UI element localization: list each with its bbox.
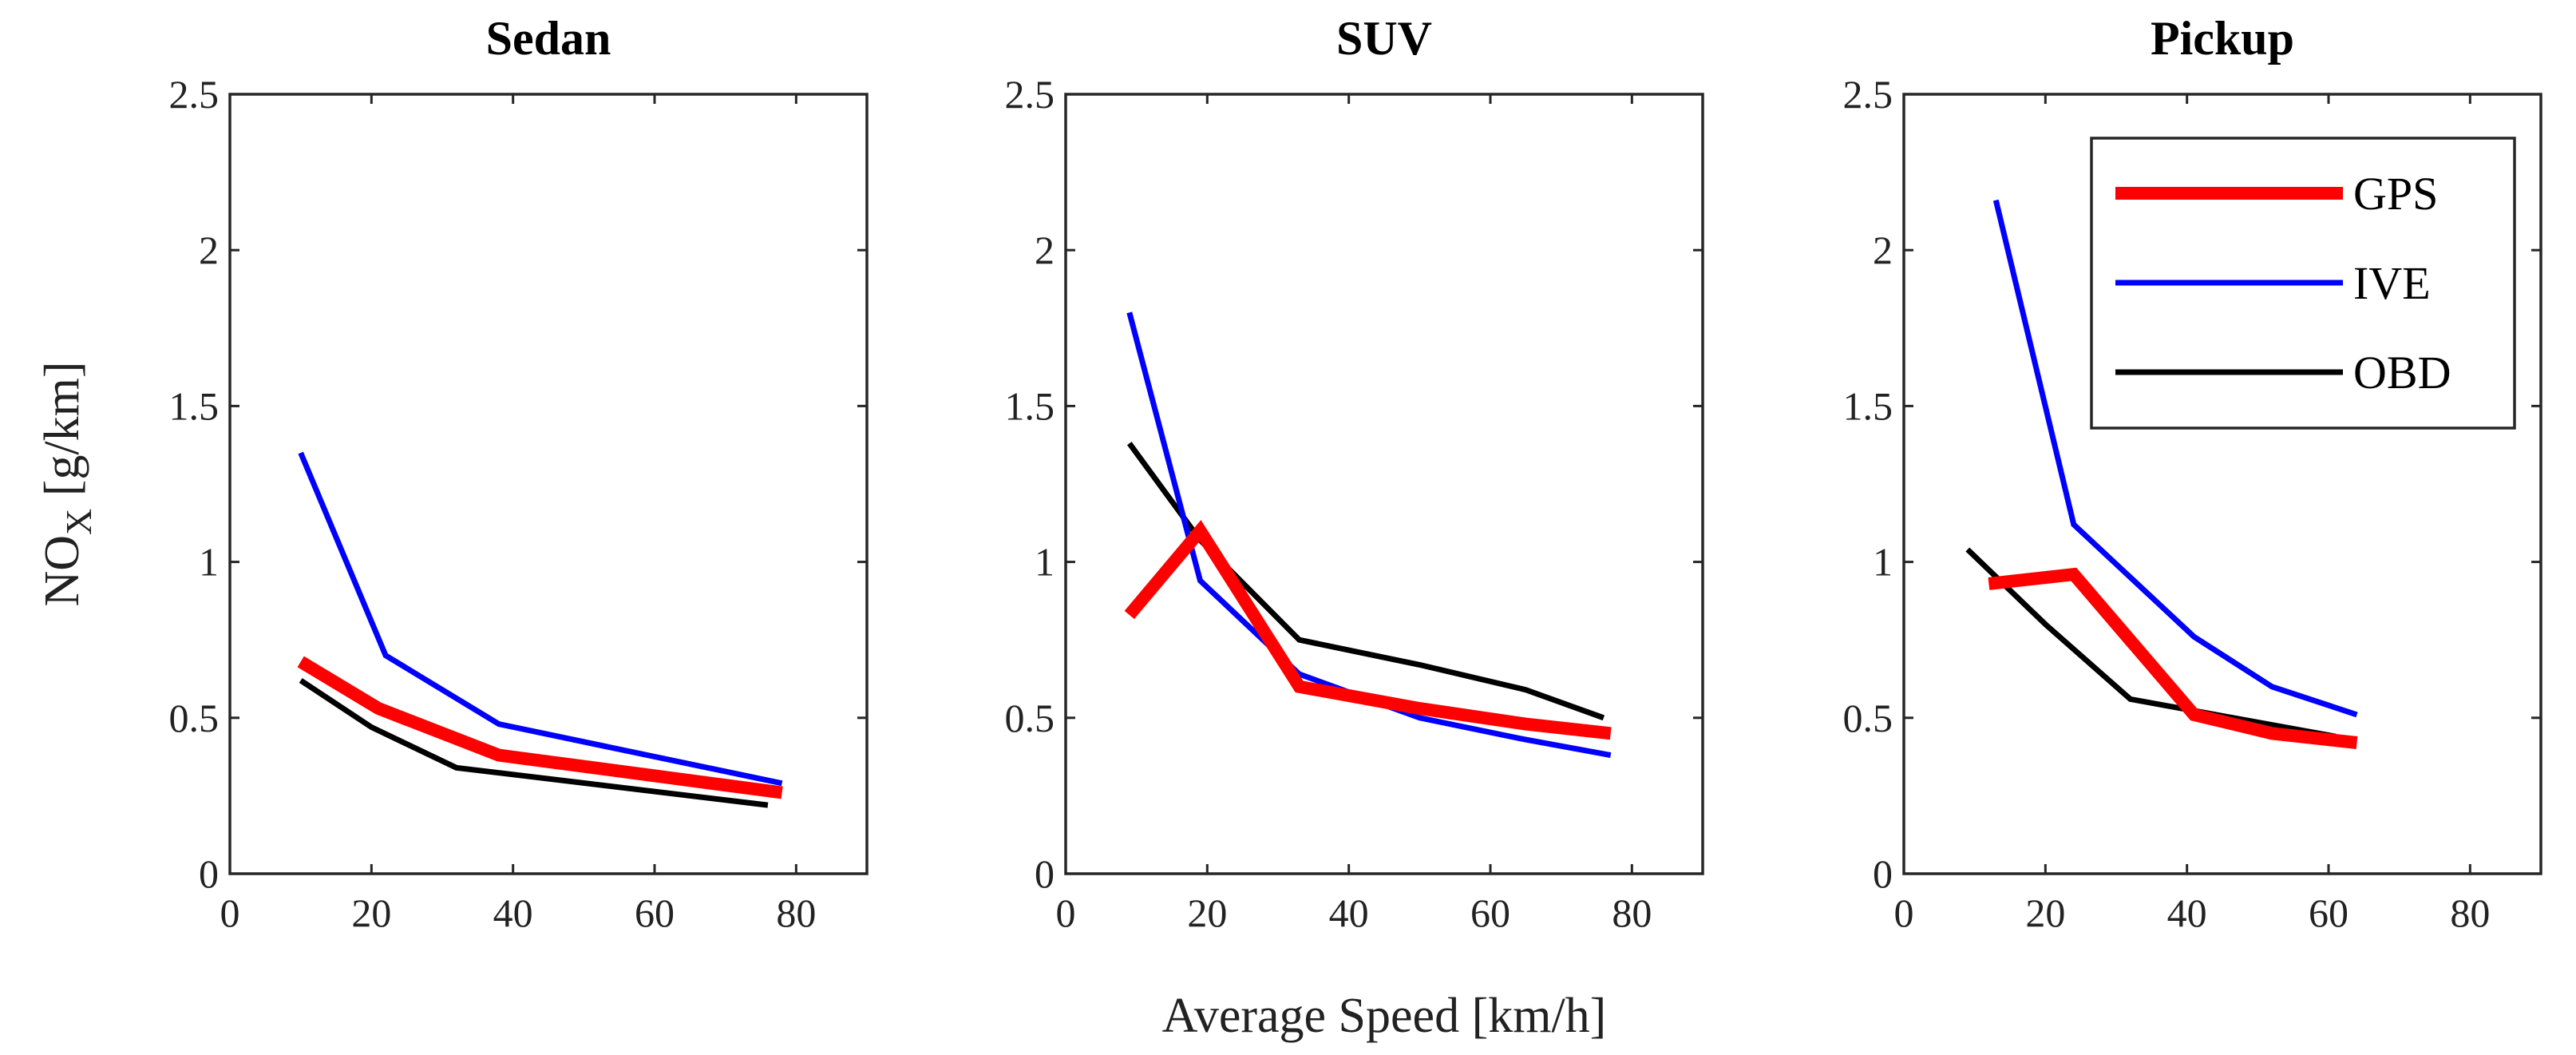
series-line-gps <box>297 656 783 799</box>
x-tick-label: 80 <box>776 890 816 935</box>
panel-title: SUV <box>1336 12 1432 65</box>
y-tick-label: 1 <box>199 540 219 585</box>
y-tick-label: 1 <box>1873 540 1893 585</box>
y-tick-label: 0 <box>1035 851 1055 896</box>
y-axis-label-main: NO <box>35 535 89 607</box>
y-tick-label: 0.5 <box>1005 696 1055 740</box>
x-tick-label: 60 <box>1470 890 1510 935</box>
series-line-gps <box>1988 567 2358 749</box>
y-tick-label: 0 <box>199 851 219 896</box>
panel-title: Sedan <box>486 12 611 65</box>
ticks-group: 0 20 40 60 80 0 0.5 1 1.5 2 2.5 <box>1843 72 2541 935</box>
ticks-group: 0 20 40 60 80 0 0.5 1 1.5 2 2.5 <box>169 72 867 935</box>
y-tick-label: 2.5 <box>1005 72 1055 117</box>
y-tick-label: 1.5 <box>1005 383 1055 428</box>
y-axis-label: NOX [g/km] <box>35 361 99 606</box>
series-group <box>297 451 783 808</box>
series-line-gps <box>1124 520 1612 740</box>
y-tick-label: 0.5 <box>169 696 220 740</box>
y-tick-label: 2 <box>1873 228 1893 272</box>
x-tick-label: 80 <box>2450 890 2490 935</box>
y-tick-label: 1.5 <box>169 383 220 428</box>
legend-entries: GPS IVE OBD <box>2115 168 2451 399</box>
series-line-ive <box>1992 199 2358 718</box>
panel-pickup: Pickup 0 20 40 60 80 0 0.5 1 1.5 2 2.5 <box>1843 12 2542 935</box>
y-axis-label-subscript: X <box>58 509 99 535</box>
panel-sedan: Sedan 0 20 40 60 80 0 0.5 1 1.5 2 2.5 <box>169 12 869 935</box>
y-tick-label: 2.5 <box>169 72 220 117</box>
legend: GPS IVE OBD <box>2090 137 2516 430</box>
x-tick-label: 20 <box>351 890 391 935</box>
x-tick-label: 20 <box>1187 890 1227 935</box>
y-tick-label: 0.5 <box>1843 696 1893 740</box>
series-group <box>1965 199 2358 749</box>
y-tick-label: 1.5 <box>1843 383 1893 428</box>
x-tick-label: 20 <box>2025 890 2065 935</box>
y-tick-label: 2 <box>199 228 219 272</box>
legend-label-ive: IVE <box>2353 257 2431 309</box>
axes-frame <box>228 93 869 875</box>
y-tick-label: 2.5 <box>1843 72 1893 117</box>
legend-label-obd: OBD <box>2353 347 2451 399</box>
legend-label-gps: GPS <box>2353 168 2438 220</box>
x-tick-label: 40 <box>2167 890 2207 935</box>
x-tick-label: 0 <box>1894 890 1914 935</box>
series-line-obd <box>1126 442 1605 721</box>
axes-frame <box>1902 93 2542 875</box>
x-tick-label: 60 <box>635 890 675 935</box>
y-tick-label: 1 <box>1035 540 1055 585</box>
x-tick-label: 80 <box>1612 890 1652 935</box>
series-line-ive <box>298 451 783 787</box>
x-tick-label: 0 <box>220 890 240 935</box>
y-axis-label-units: [g/km] <box>35 361 89 508</box>
panel-suv: SUV 0 20 40 60 80 0 0.5 1 1.5 2 2.5 <box>1005 12 1704 935</box>
x-tick-label: 0 <box>1056 890 1076 935</box>
y-tick-label: 2 <box>1035 228 1055 272</box>
x-tick-label: 40 <box>493 890 533 935</box>
axes-frame <box>1064 93 1704 875</box>
y-tick-label: 0 <box>1873 851 1893 896</box>
x-tick-label: 40 <box>1329 890 1369 935</box>
x-axis-label: Average Speed [km/h] <box>1162 989 1607 1043</box>
x-tick-label: 60 <box>2309 890 2348 935</box>
series-group <box>1124 311 1612 759</box>
series-line-obd <box>299 678 769 808</box>
panel-title: Pickup <box>2151 12 2294 65</box>
